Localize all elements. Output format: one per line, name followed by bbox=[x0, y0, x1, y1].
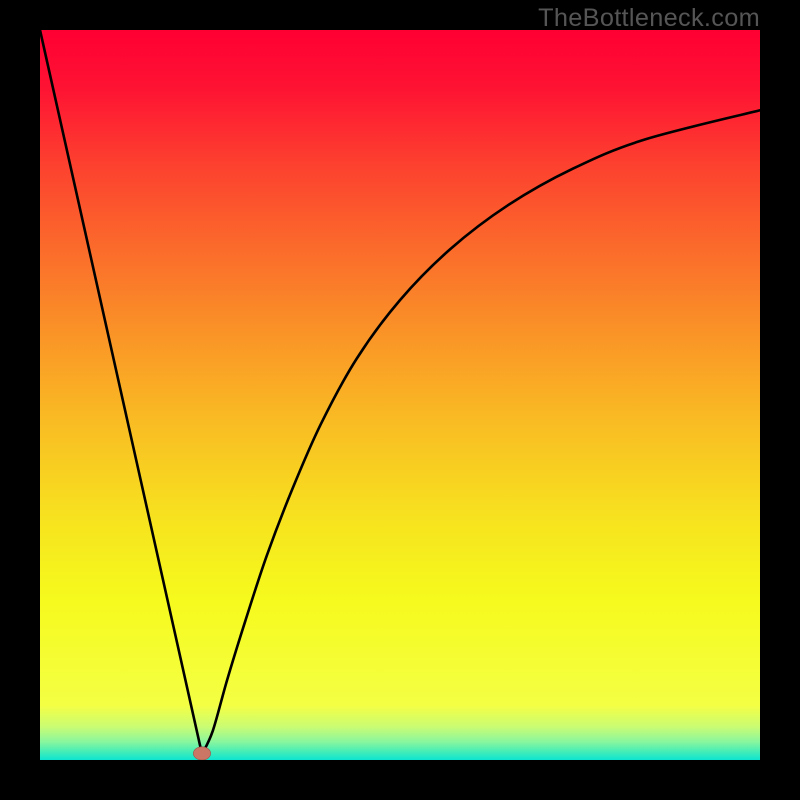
chart-frame: TheBottleneck.com bbox=[0, 0, 800, 800]
gradient-background bbox=[40, 30, 760, 760]
min-point-marker bbox=[193, 747, 210, 760]
watermark-text: TheBottleneck.com bbox=[538, 4, 760, 33]
bottleneck-chart bbox=[40, 30, 760, 760]
